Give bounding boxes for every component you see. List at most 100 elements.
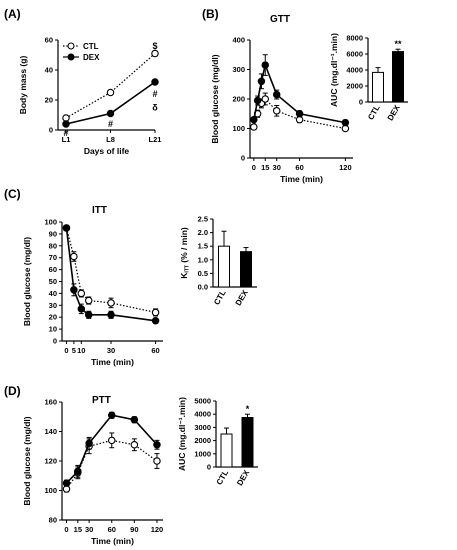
panel-label-A: (A) [4, 7, 21, 21]
y-axis-label-B-AUC: AUC (mg.dl⁻¹.min) [329, 33, 339, 107]
x-tick-label-B: 30 [273, 163, 281, 172]
y-tick-label-C-KITT: 2.5 [198, 215, 208, 224]
data-point-dex-A [106, 109, 115, 118]
data-point-dex-B [253, 96, 262, 105]
data-point-dex-B [272, 90, 281, 99]
data-point-ctl-B [272, 107, 281, 115]
significance-mark-B-AUC: ** [394, 39, 402, 49]
y-tick-label-C: 30 [49, 301, 57, 310]
x-tick-label-A: L1 [62, 135, 71, 144]
data-point-dex-A [151, 78, 159, 86]
x-tick-label-D: 15 [74, 525, 82, 534]
y-tick-label-C-KITT: 0.5 [198, 269, 208, 278]
x-tick-label-A: L21 [149, 135, 162, 144]
x-tick-label-C-KITT: DEX [234, 288, 250, 307]
y-tick-label-A: 0 [49, 126, 53, 135]
data-point-dex-D [62, 479, 71, 487]
data-point-dex-B [261, 61, 270, 69]
y-tick-label-C-KITT: 0.0 [198, 283, 208, 292]
legend-marker-dex [67, 53, 75, 61]
data-point-dex-C [77, 305, 86, 313]
x-tick-label-B: 0 [252, 163, 256, 172]
y-tick-label-C: 10 [49, 325, 57, 334]
series-line-dex-C [65, 227, 156, 322]
panel-label-D: (D) [4, 384, 21, 398]
data-point-ctl-C [151, 308, 160, 317]
significance-mark-A: $ [152, 41, 157, 51]
y-tick-label-C: 70 [49, 253, 57, 262]
y-tick-label-C: 40 [49, 289, 57, 298]
bar-ctl-C-KITT [218, 245, 230, 288]
x-tick-label-C-KITT: CTL [212, 288, 228, 306]
panel-label-C: (C) [4, 187, 21, 201]
y-tick-label-B: 200 [232, 95, 245, 104]
x-axis-label-B: Time (min) [280, 174, 323, 184]
y-tick-label-C-KITT: 1.0 [198, 255, 208, 264]
x-tick-label-C: 30 [107, 346, 115, 355]
legend-marker-ctl [67, 42, 75, 50]
data-point-ctl-A [106, 88, 115, 97]
y-tick-label-B-AUC: 6000 [346, 50, 363, 59]
data-point-dex-C [62, 224, 71, 232]
y-tick-label-D-AUC: 2000 [194, 436, 211, 445]
data-point-dex-D [107, 411, 116, 420]
data-point-ctl-A [62, 114, 70, 122]
y-tick-label-A: 40 [45, 66, 53, 75]
significance-mark-A: # [108, 119, 113, 129]
y-tick-label-B: 0 [241, 154, 245, 163]
y-tick-label-A: 20 [45, 96, 53, 105]
significance-mark-A: # [63, 128, 68, 138]
data-point-ctl-C [77, 289, 86, 298]
y-axis-label-D: Blood glucose (mg/dl) [22, 416, 32, 505]
data-point-dex-D [130, 415, 139, 424]
x-tick-label-C: 5 [72, 346, 76, 355]
x-tick-label-B: 15 [261, 163, 269, 172]
y-axis-label-B: Blood glucose (mg/dl) [210, 54, 220, 143]
y-tick-label-B-AUC: 4000 [346, 66, 363, 75]
x-tick-label-A: L8 [106, 135, 115, 144]
data-point-dex-C [107, 311, 115, 319]
bar-dex-D-AUC [241, 417, 254, 468]
y-tick-label-A: 60 [45, 36, 53, 45]
bar-ctl-D-AUC [220, 433, 233, 468]
x-axis-label-D: Time (min) [91, 536, 134, 546]
x-tick-label-D: 60 [108, 525, 116, 534]
data-point-dex-D [74, 467, 82, 476]
x-tick-label-B: 60 [295, 163, 303, 172]
y-tick-label-B: 300 [232, 65, 245, 74]
data-point-ctl-B [250, 123, 258, 131]
panel-label-B: (B) [202, 7, 219, 21]
bar-ctl-B-AUC [372, 71, 384, 103]
data-point-ctl-D [130, 441, 139, 449]
y-tick-label-D: 80 [49, 516, 57, 525]
x-tick-label-B-AUC: CTL [366, 103, 382, 121]
y-tick-label-C: 50 [49, 277, 57, 286]
y-tick-label-D: 140 [44, 427, 57, 436]
y-tick-label-C: 100 [44, 218, 57, 227]
series-line-ctl-D [66, 439, 158, 490]
data-point-dex-B [295, 110, 304, 118]
data-point-ctl-C [84, 296, 93, 305]
data-point-ctl-D [153, 457, 161, 465]
data-point-ctl-A [151, 49, 159, 58]
x-tick-label-C: 60 [151, 346, 159, 355]
y-tick-label-B-AUC: 0 [359, 98, 363, 107]
x-tick-label-B-AUC: DEX [386, 103, 402, 122]
x-tick-label-D: 30 [85, 525, 93, 534]
y-tick-label-D-AUC: 5000 [194, 397, 211, 406]
series-line-dex-A [65, 81, 156, 125]
y-tick-label-C: 0 [53, 337, 57, 346]
x-tick-label-D: 120 [151, 525, 164, 534]
panel-title-C: ITT [92, 205, 107, 216]
legend-label-dex: DEX [83, 53, 100, 62]
y-tick-label-C: 90 [49, 229, 57, 238]
data-point-ctl-C [107, 299, 115, 307]
data-point-dex-B [250, 115, 258, 124]
data-point-dex-C [70, 286, 78, 294]
significance-mark-D-AUC: * [246, 404, 250, 414]
y-axis-label-A: Body mass (g) [18, 56, 28, 115]
x-tick-label-C: 0 [64, 346, 68, 355]
y-tick-label-B: 100 [232, 124, 245, 133]
data-point-ctl-D [107, 436, 116, 445]
